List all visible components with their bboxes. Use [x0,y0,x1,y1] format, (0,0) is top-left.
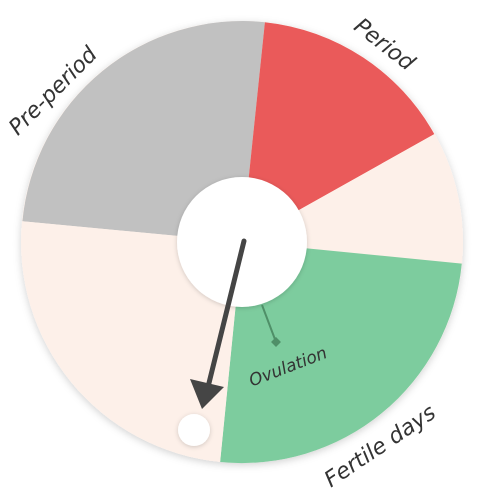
period-segment[interactable] [242,22,435,243]
pointer-arrow-icon [190,238,247,409]
ovulation-marker-icon [261,304,281,347]
current-day-marker-icon[interactable] [178,414,210,446]
neutral-segment-left[interactable] [21,221,243,462]
fertile-days-segment[interactable] [220,242,462,464]
pre-period-segment[interactable] [22,21,265,242]
